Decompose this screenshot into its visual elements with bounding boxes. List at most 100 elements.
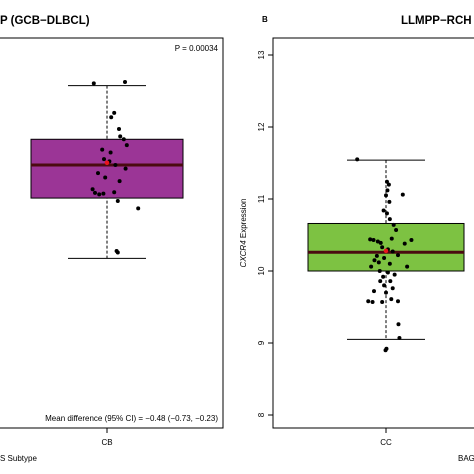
panel-b-data-point xyxy=(385,270,390,275)
panel-b-x-tick-label: CC xyxy=(380,438,392,447)
panel-a-data-point xyxy=(97,192,102,197)
panel-b-y-tick-label: 9 xyxy=(257,340,266,345)
panel-b-y-axis-gene: CXCR4 xyxy=(239,240,248,268)
panel-b-data-point xyxy=(396,253,400,258)
panel-a-data-point xyxy=(91,81,96,86)
panel-a-data-point xyxy=(117,179,122,184)
panel-a-data-point xyxy=(113,163,118,167)
panel-a: P (GCB−DLBCL) P = 0.00034 Mean differenc… xyxy=(0,15,224,463)
panel-b-data-point xyxy=(390,286,395,291)
panel-a-data-point xyxy=(109,115,114,120)
panel-b-y-axis: 8 9 10 11 12 13 xyxy=(257,50,274,417)
panel-b-data-point xyxy=(384,290,388,295)
panel-a-data-point xyxy=(124,143,129,148)
panel-a-data-point xyxy=(90,187,95,192)
panel-b-data-point xyxy=(409,238,414,243)
panel-b-data-point xyxy=(370,299,375,304)
panel-a-data-point xyxy=(100,147,105,152)
panel-a-data-point xyxy=(102,157,106,162)
panel-b-data-point xyxy=(366,299,371,304)
panel-a-pvalue: P = 0.00034 xyxy=(175,44,219,53)
panel-b-data-point xyxy=(387,217,392,222)
panel-b-data-point xyxy=(386,182,391,187)
panel-b-data-point xyxy=(372,258,377,263)
panel-a-data-point xyxy=(117,126,121,131)
panel-b-data-point xyxy=(402,241,407,246)
panel-b-y-tick-label: 10 xyxy=(257,266,266,275)
panel-a-boxplot xyxy=(30,85,184,259)
panel-b-y-tick-label: 13 xyxy=(257,50,266,59)
panel-b-data-point xyxy=(378,240,383,245)
panel-b-data-point xyxy=(392,272,397,277)
panel-b-data-point xyxy=(387,199,392,204)
panel-a-data-point xyxy=(123,79,127,84)
panel-b-y-tick-label: 8 xyxy=(257,412,266,417)
panel-b-data-point xyxy=(377,269,382,273)
panel-b-data-point xyxy=(391,222,396,227)
panel-b-data-point xyxy=(383,348,388,353)
panel-b-data-point xyxy=(355,157,360,162)
panel-a-data-point xyxy=(96,171,100,176)
panel-b-data-point xyxy=(380,299,385,304)
panel-b-y-axis-suffix: Expression xyxy=(239,199,248,241)
panel-b-data-point xyxy=(405,264,410,269)
panel-b-data-point xyxy=(388,279,393,284)
panel-a-data-point xyxy=(93,190,97,195)
panel-b-data-point xyxy=(387,261,392,266)
panel-b-data-point xyxy=(368,237,373,242)
panel-b-data-point xyxy=(382,256,387,261)
panel-b-data-point xyxy=(380,245,385,250)
panel-a-data-point xyxy=(108,150,113,155)
panel-a-box xyxy=(30,138,184,199)
panel-a-mean-difference: Mean difference (95% CI) = −0.48 (−0.73,… xyxy=(45,414,218,423)
panel-b-data-point xyxy=(369,264,374,269)
panel-b-title: LLMPP−RCH xyxy=(401,15,472,27)
panel-b-data-point xyxy=(378,279,383,284)
panel-a-title: P (GCB−DLBCL) xyxy=(0,15,90,27)
panel-b-data-point xyxy=(384,211,389,216)
panel-b-points xyxy=(355,157,414,353)
panel-a-points xyxy=(90,79,141,255)
panel-b-data-point xyxy=(397,335,402,340)
panel-b-data-point xyxy=(396,299,400,304)
panel-b-y-tick-label: 11 xyxy=(257,194,266,203)
panel-a-data-point xyxy=(118,134,123,139)
panel-b-data-point xyxy=(385,188,390,193)
panel-b-y-tick-label: 12 xyxy=(257,122,266,131)
panel-b-data-point xyxy=(400,192,405,197)
panel-b-data-point xyxy=(376,260,381,265)
panel-a-data-point xyxy=(136,206,141,211)
panel-a-data-point xyxy=(115,199,120,204)
panel-a-x-tick-label: CB xyxy=(101,438,112,447)
panel-b-data-point xyxy=(389,236,394,241)
panel-a-data-point xyxy=(112,190,117,195)
panel-a-mean-marker xyxy=(104,160,110,166)
panel-b-data-point xyxy=(390,249,395,254)
panel-b-mean-marker xyxy=(383,248,389,254)
panel-a-data-point xyxy=(103,175,108,180)
panel-b-data-point xyxy=(394,227,399,232)
panel-a-data-point xyxy=(101,191,106,196)
panel-b-y-axis-label: CXCR4 Expression xyxy=(239,199,248,268)
panel-a-x-axis-label: S Subtype xyxy=(0,454,37,463)
panel-b-data-point xyxy=(396,322,401,327)
panel-b-data-point xyxy=(382,283,387,288)
panel-b-data-point xyxy=(384,179,389,184)
panel-b-data-point xyxy=(384,193,388,198)
panel-a-plot-frame xyxy=(0,37,224,429)
panel-a-data-point xyxy=(115,250,120,255)
panel-b-box xyxy=(307,222,465,272)
panel-b-data-point xyxy=(381,208,386,213)
panel-b-data-point xyxy=(372,289,376,294)
panel-b-letter: B xyxy=(262,15,268,24)
panel-a-data-point xyxy=(121,137,126,142)
panel-b-data-point xyxy=(381,274,386,279)
panel-b-data-point xyxy=(371,238,376,243)
panel-b-data-point xyxy=(374,253,379,258)
panel-b-data-point xyxy=(389,297,394,302)
panel-a-data-point xyxy=(112,110,117,115)
panel-a-data-point xyxy=(123,166,128,171)
panel-b-x-axis-label: BAG xyxy=(458,454,474,463)
